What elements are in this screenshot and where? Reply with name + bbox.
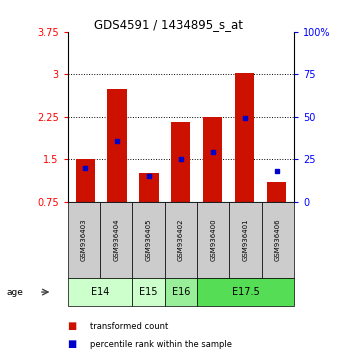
Text: age: age [7,287,24,297]
Bar [139,173,159,202]
Bar [107,88,127,202]
Text: transformed count: transformed count [90,322,168,331]
Text: GSM936402: GSM936402 [178,218,184,261]
Text: GSM936403: GSM936403 [81,218,87,261]
Text: E16: E16 [172,287,190,297]
Bar [267,182,286,202]
Text: E17.5: E17.5 [232,287,259,297]
Text: ■: ■ [68,321,77,331]
Bar [171,122,190,202]
Text: ■: ■ [68,339,77,349]
Text: GSM936405: GSM936405 [145,218,151,261]
Text: E14: E14 [91,287,109,297]
Bar [203,117,222,202]
Text: E15: E15 [139,287,158,297]
Text: GSM936404: GSM936404 [113,218,119,261]
Text: GSM936401: GSM936401 [243,218,248,261]
Text: GSM936406: GSM936406 [275,218,281,261]
Text: GDS4591 / 1434895_s_at: GDS4591 / 1434895_s_at [95,18,243,31]
Bar [76,159,95,202]
Bar [235,73,254,202]
Text: GSM936400: GSM936400 [210,218,216,261]
Text: percentile rank within the sample: percentile rank within the sample [90,339,232,349]
